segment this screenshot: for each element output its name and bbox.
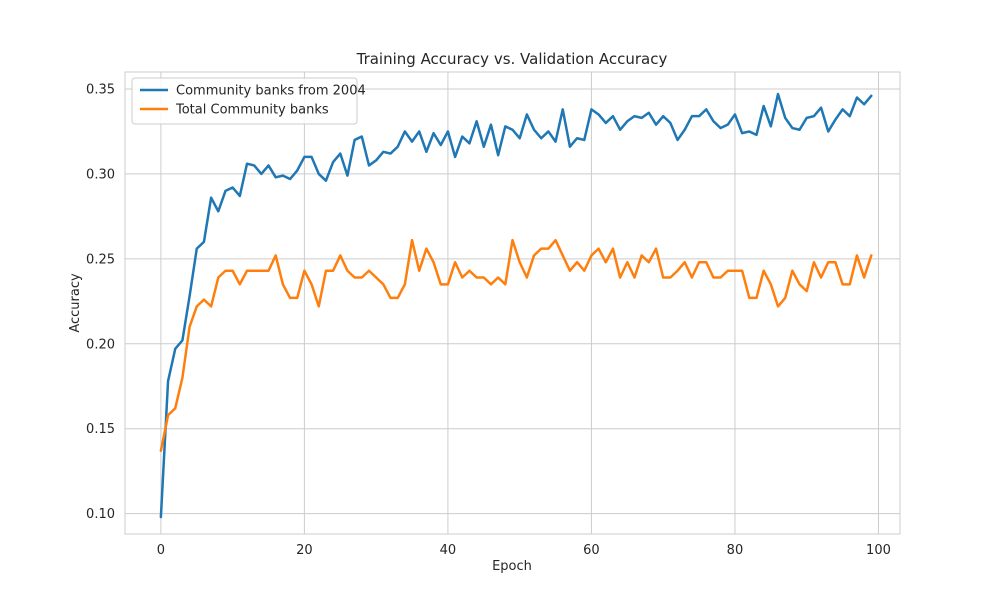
x-tick-label: 40 xyxy=(440,543,457,558)
y-axis-label: Accuracy xyxy=(68,273,83,333)
y-tick-label: 0.30 xyxy=(86,167,115,182)
series-line-0 xyxy=(159,92,873,519)
x-axis-label: Epoch xyxy=(492,559,532,574)
x-tick-label: 20 xyxy=(296,543,313,558)
plot-area xyxy=(124,71,901,535)
y-tick-label: 0.20 xyxy=(86,337,115,352)
legend-box xyxy=(131,77,358,125)
series-line-1 xyxy=(159,238,873,453)
x-tick-label: 100 xyxy=(866,543,891,558)
y-tick-label: 0.35 xyxy=(86,82,115,97)
y-tick-label: 0.15 xyxy=(86,422,115,437)
y-tick-label: 0.10 xyxy=(86,507,115,522)
x-axis-ticks: 0 20 40 60 80 100 xyxy=(157,543,891,558)
legend-label-0: Community banks from 2004 xyxy=(176,84,366,99)
chart-title: Training Accuracy vs. Validation Accurac… xyxy=(356,50,668,68)
y-tick-label: 0.25 xyxy=(86,252,115,267)
y-axis-ticks: 0.10 0.15 0.20 0.25 0.30 0.35 xyxy=(86,82,115,522)
x-tick-label: 0 xyxy=(157,543,165,558)
x-tick-label: 60 xyxy=(583,543,600,558)
series-layer xyxy=(159,92,873,519)
x-tick-label: 80 xyxy=(727,543,744,558)
legend: Community banks from 2004 Total Communit… xyxy=(131,77,366,125)
legend-label-1: Total Community banks xyxy=(175,103,329,118)
